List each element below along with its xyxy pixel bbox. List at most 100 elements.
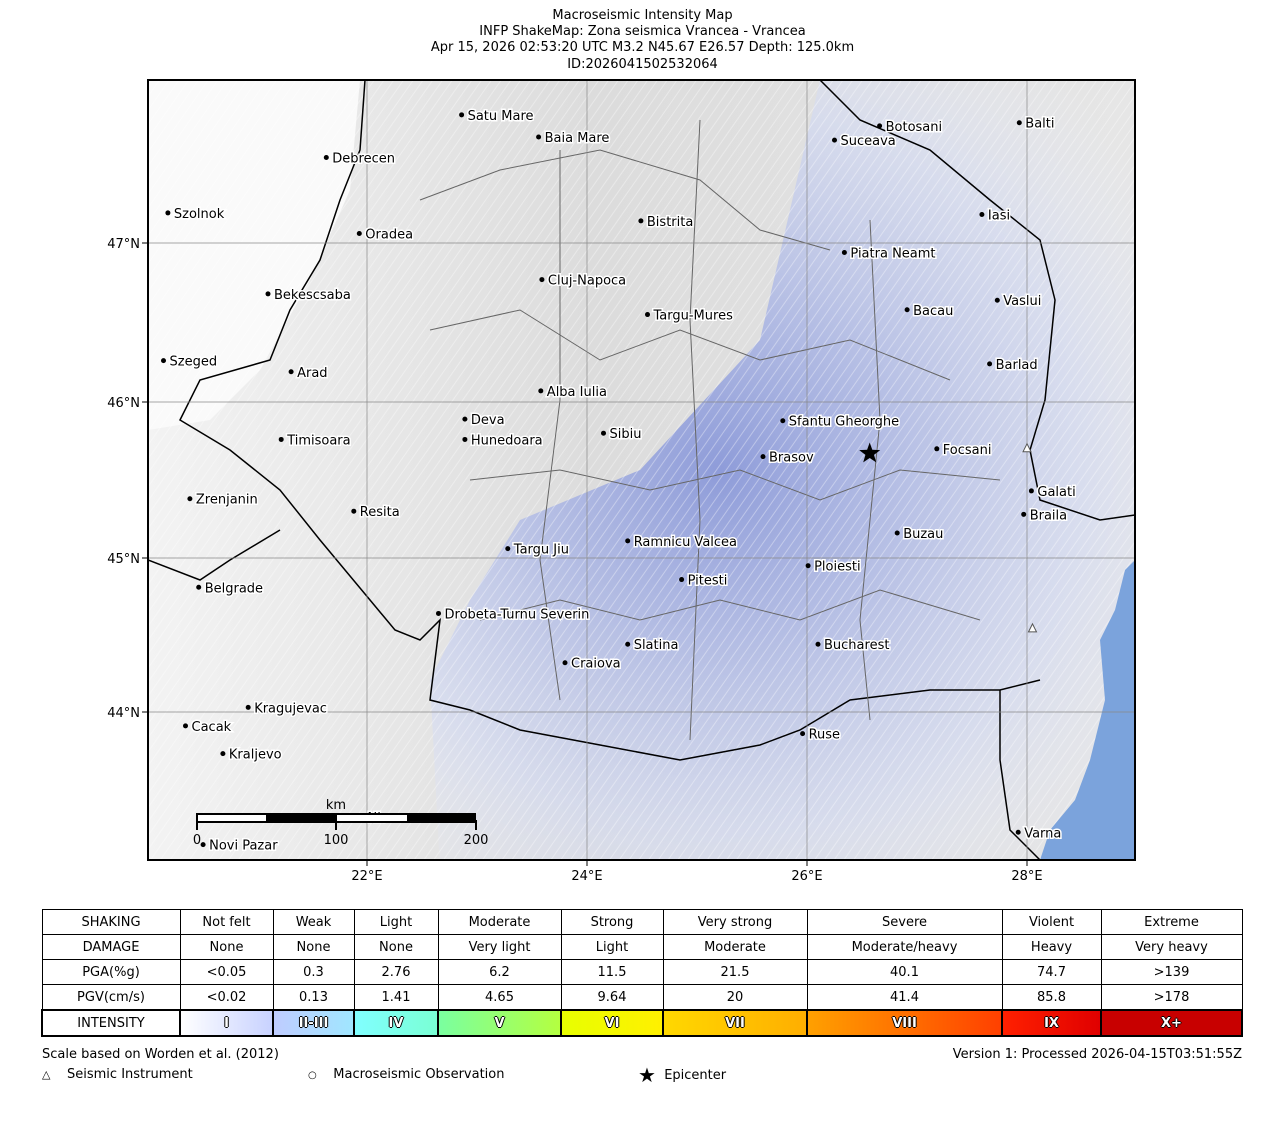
city-name: Hunedoara <box>471 433 543 448</box>
city-marker[interactable]: Debrecen <box>323 150 397 168</box>
city-name: Oradea <box>365 228 413 243</box>
city-marker[interactable]: Brasov <box>760 449 815 467</box>
city-name: Ploiesti <box>814 560 861 575</box>
city-dot-icon <box>815 641 821 647</box>
intensity-map[interactable]: Satu Mare Baia Mare Botosani Balti Suceava De… <box>0 0 1262 900</box>
city-dot-icon <box>638 218 644 224</box>
legend-row: DAMAGE None None None Very light Light Moderat… <box>41 934 1243 960</box>
city-marker[interactable]: Craiova <box>562 655 622 673</box>
legend-cell: >178 <box>1100 984 1243 1011</box>
intensity-swatch: VI <box>560 1009 664 1037</box>
city-marker[interactable]: Suceava <box>832 133 897 151</box>
city-dot-icon <box>760 454 766 460</box>
city-marker[interactable]: Slatina <box>625 637 680 655</box>
city-marker[interactable]: Focsani <box>934 441 993 459</box>
city-name: Botosani <box>886 120 943 135</box>
city-marker[interactable]: Ploiesti <box>805 558 862 576</box>
city-dot-icon <box>220 751 226 757</box>
city-marker[interactable]: Vaslui <box>994 293 1043 311</box>
city-marker[interactable]: Sfantu Gheorghe <box>780 413 901 431</box>
city-name: Alba Iulia <box>547 385 607 400</box>
instrument-triangle-icon[interactable] <box>1022 442 1032 453</box>
city-marker[interactable]: Resita <box>351 504 401 522</box>
triangle-icon: △ <box>42 1068 51 1081</box>
instrument-triangle-icon[interactable] <box>1027 622 1038 633</box>
legend-cell: <0.05 <box>179 959 274 985</box>
city-marker[interactable]: Botosani <box>877 118 944 136</box>
city-marker[interactable]: Satu Mare <box>459 107 535 125</box>
intensity-swatch: VII <box>662 1009 808 1037</box>
city-dot-icon <box>1016 120 1022 126</box>
city-marker[interactable]: Bacau <box>904 302 955 320</box>
city-dot-icon <box>196 584 202 590</box>
city-marker[interactable]: Pitesti <box>679 572 729 590</box>
city-marker[interactable]: Braila <box>1021 507 1069 525</box>
city-dot-icon <box>505 546 511 552</box>
city-name: Piatra Neamt <box>850 247 935 262</box>
city-marker[interactable]: Cacak <box>183 718 233 736</box>
city-name: Baia Mare <box>545 131 610 146</box>
city-marker[interactable]: Ruse <box>800 726 842 744</box>
city-marker[interactable]: Alba Iulia <box>538 383 608 401</box>
city-marker[interactable]: Sibiu <box>601 426 643 444</box>
city-marker[interactable]: Oradea <box>356 226 415 244</box>
city-marker[interactable]: Szeged <box>161 353 219 371</box>
city-dot-icon <box>538 388 544 394</box>
legend-cell: 74.7 <box>1001 959 1102 985</box>
city-name: Craiova <box>571 657 621 672</box>
city-labels: Satu Mare Baia Mare Botosani Balti Suceava De… <box>161 107 1077 855</box>
legend-cell: Extreme <box>1100 909 1243 935</box>
legend-cell: <0.02 <box>179 984 274 1011</box>
legend-row-label: DAMAGE <box>41 934 181 960</box>
city-marker[interactable]: Piatra Neamt <box>841 245 937 263</box>
city-marker[interactable]: Timisoara <box>278 432 352 450</box>
city-name: Kraljevo <box>229 748 282 763</box>
city-marker[interactable]: Targu-Mures <box>645 307 735 325</box>
legend-cell: Heavy <box>1001 934 1102 960</box>
city-marker[interactable]: Baia Mare <box>536 129 611 147</box>
city-marker[interactable]: Galati <box>1028 483 1077 501</box>
scale-label-100: 100 <box>324 833 349 848</box>
city-marker[interactable]: Arad <box>288 364 329 382</box>
city-marker[interactable]: Szolnok <box>165 205 226 223</box>
city-marker[interactable]: Kragujevac <box>245 700 328 718</box>
legend-cell: Very strong <box>662 909 808 935</box>
city-marker[interactable]: Bistrita <box>638 213 695 231</box>
city-marker[interactable]: Belgrade <box>196 580 265 598</box>
city-marker[interactable]: Ramnicu Valcea <box>625 533 739 551</box>
legend-cell: 4.65 <box>437 984 562 1011</box>
epicenter-star-icon[interactable] <box>859 442 881 463</box>
city-marker[interactable]: Deva <box>462 412 506 430</box>
legend-cell: Severe <box>806 909 1003 935</box>
legend-cell: 2.76 <box>353 959 439 985</box>
city-marker[interactable]: Drobeta-Turnu Severin <box>436 606 591 624</box>
legend-cell: 41.4 <box>806 984 1003 1011</box>
city-marker[interactable]: Barlad <box>987 356 1039 374</box>
intensity-swatch: II-III <box>272 1009 355 1037</box>
city-name: Braila <box>1030 508 1067 523</box>
city-marker[interactable]: Buzau <box>894 526 945 544</box>
city-marker[interactable]: Zrenjanin <box>187 491 259 509</box>
city-marker[interactable]: Varna <box>1015 825 1063 843</box>
county-borders <box>419 119 1001 741</box>
city-name: Novi Pazar <box>209 839 278 854</box>
scale-label-200: 200 <box>464 833 489 848</box>
city-marker[interactable]: Iasi <box>979 207 1012 225</box>
city-marker[interactable]: Bucharest <box>815 637 891 655</box>
legend-cell: 1.41 <box>353 984 439 1011</box>
legend-cell: Weak <box>272 909 355 935</box>
intensity-level: V <box>494 1015 505 1031</box>
city-marker[interactable]: Bekescsaba <box>265 286 352 304</box>
city-marker[interactable]: Targu Jiu <box>505 541 570 559</box>
city-marker[interactable]: Hunedoara <box>462 432 544 450</box>
legend-cell: None <box>353 934 439 960</box>
city-marker[interactable]: Balti <box>1016 115 1056 133</box>
intensity-swatch: IV <box>353 1009 439 1037</box>
city-marker[interactable]: Kraljevo <box>220 746 283 764</box>
city-marker[interactable]: Cluj-Napoca <box>539 272 628 290</box>
national-borders <box>148 80 1135 860</box>
city-name: Targu Jiu <box>513 543 569 558</box>
legend-cell: 21.5 <box>662 959 808 985</box>
city-dot-icon <box>994 297 1000 303</box>
city-marker[interactable]: Novi Pazar <box>200 837 280 855</box>
